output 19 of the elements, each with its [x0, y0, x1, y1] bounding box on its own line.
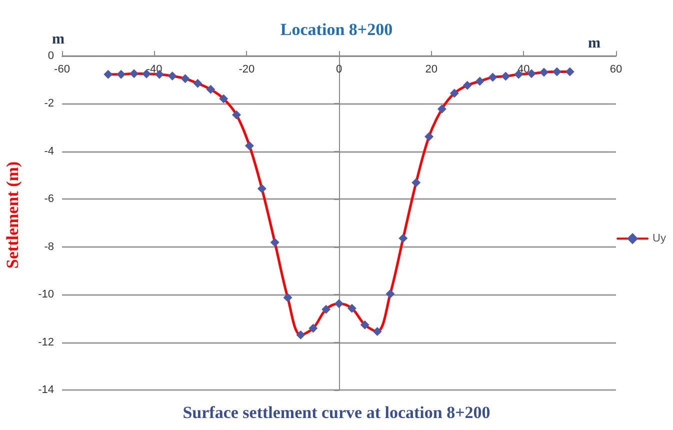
x-tick-label: 40	[518, 64, 530, 76]
text: Surface settlement curve at location 8+200	[182, 403, 490, 422]
x-tick-label: -60	[54, 64, 70, 76]
chart-title: Location 8+200	[280, 20, 393, 39]
y-tick-label: 0	[48, 50, 54, 62]
y-axis-title: Settlement (m)	[3, 161, 22, 269]
y-tick-label: -2	[44, 98, 54, 110]
x-tick-label: -20	[238, 64, 255, 76]
y-tick-label: -4	[44, 145, 54, 158]
y-tick-label: -14	[38, 384, 54, 396]
y-tick-label: -10	[38, 288, 54, 301]
x-tick-label: 20	[425, 64, 438, 76]
y-tick-label: -8	[44, 240, 54, 253]
text: m	[52, 32, 65, 48]
legend-label: Uy	[652, 232, 666, 245]
x-tick-label: 60	[610, 64, 622, 76]
x-axis-title: m	[588, 36, 601, 52]
y-tick-label: -6	[44, 193, 54, 206]
y-tick-label: -12	[38, 336, 54, 348]
